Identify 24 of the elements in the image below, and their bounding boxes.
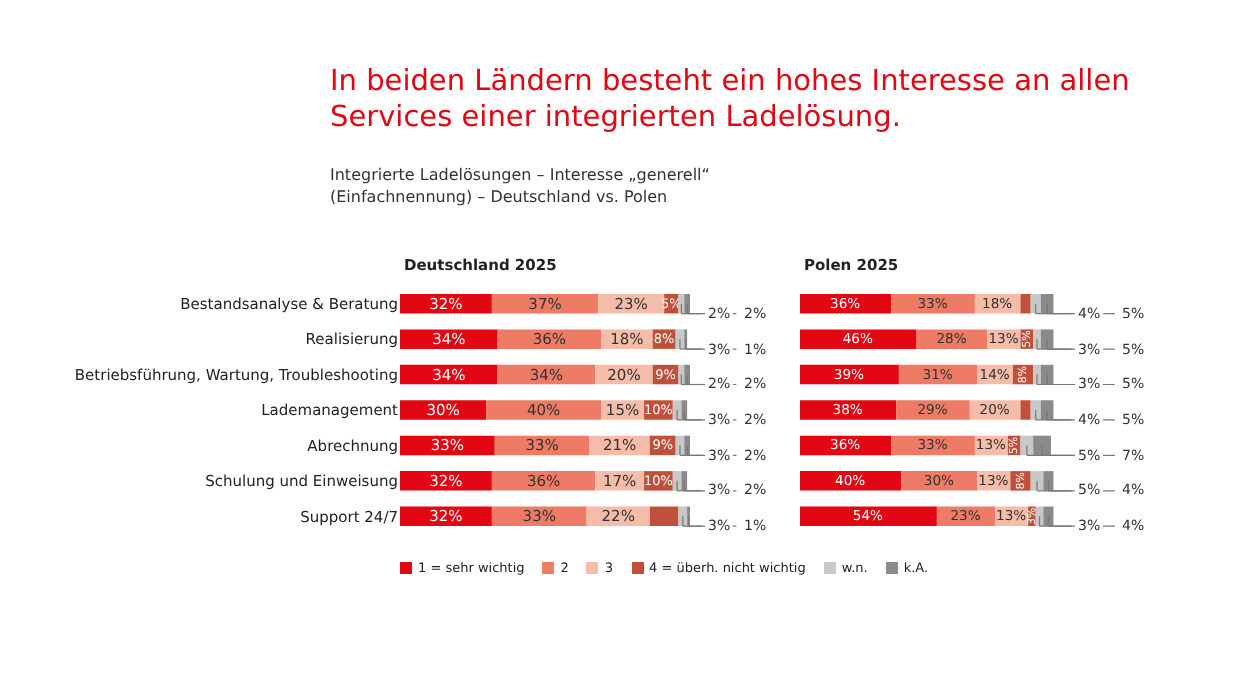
chart-title: In beiden Ländern besteht ein hohes Interesse an allen Services einer integrierten Ladelösung.	[330, 64, 1132, 136]
bar	[486, 400, 601, 420]
bar	[800, 506, 937, 527]
bar	[1030, 293, 1041, 314]
bar	[916, 329, 988, 349]
bar	[497, 329, 601, 349]
bar	[1033, 435, 1051, 456]
bar	[901, 471, 978, 491]
bar	[1030, 400, 1041, 420]
bar	[400, 329, 498, 349]
chart-subtitle: Integrierte Ladelösungen – Interesse „generell“ (Einfachnennung) – Deutschland vs. Polen	[330, 164, 712, 208]
bar	[896, 400, 970, 420]
bar	[649, 506, 679, 527]
bar	[800, 400, 897, 420]
bar	[681, 400, 688, 420]
bar	[1043, 471, 1054, 491]
bar	[800, 471, 902, 491]
bar	[491, 471, 596, 491]
bar	[1020, 400, 1031, 420]
bar	[681, 471, 688, 491]
bar	[1020, 293, 1031, 314]
bar	[800, 329, 917, 349]
bar	[1043, 506, 1054, 527]
bar	[400, 471, 492, 491]
